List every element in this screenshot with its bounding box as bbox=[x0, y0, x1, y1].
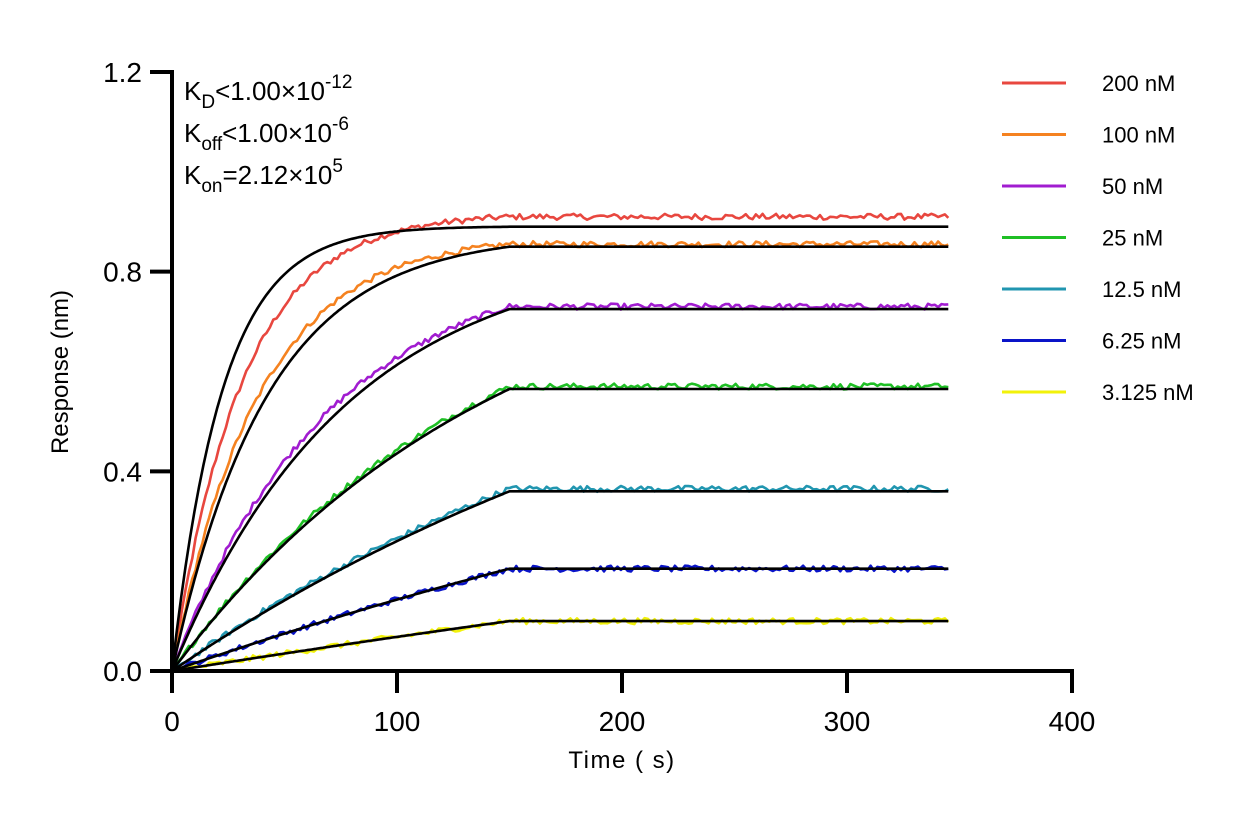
y-tick-label: 1.2 bbox=[103, 57, 142, 88]
x-tick-label: 100 bbox=[374, 706, 421, 737]
series-line-2 bbox=[170, 240, 949, 671]
plot-area bbox=[170, 212, 950, 673]
x-tick-label: 400 bbox=[1049, 706, 1096, 737]
series-line-5 bbox=[171, 484, 949, 672]
y-tick-label: 0.0 bbox=[103, 656, 142, 687]
kinetic-annotation: Koff<1.00×10-6 bbox=[184, 114, 349, 155]
x-tick-label: 200 bbox=[599, 706, 646, 737]
fit-line-3 bbox=[170, 307, 949, 672]
y-axis-title: Response (nm) bbox=[47, 290, 74, 454]
x-tick-label: 0 bbox=[164, 706, 180, 737]
kinetic-annotation: Kon=2.12×105 bbox=[184, 156, 343, 197]
x-axis-title: Time ( s) bbox=[568, 747, 675, 774]
y-tick-label: 0.4 bbox=[103, 456, 142, 487]
y-tick-label: 0.8 bbox=[103, 257, 142, 288]
fit-line-6 bbox=[171, 567, 949, 673]
legend-label: 25 nM bbox=[1102, 226, 1163, 251]
legend-label: 3.125 nM bbox=[1102, 380, 1194, 405]
series-line-7 bbox=[171, 616, 950, 673]
kinetic-annotation: KD<1.00×10-12 bbox=[184, 72, 352, 113]
axes: 0 100 200 300 400 0.0 0.4 0.8 1.2 bbox=[103, 57, 1095, 737]
series-line-1 bbox=[170, 212, 950, 672]
legend-label: 12.5 nM bbox=[1102, 277, 1182, 302]
series-line-4 bbox=[170, 382, 949, 672]
fit-line-1 bbox=[170, 225, 949, 672]
fit-line-4 bbox=[170, 387, 949, 672]
fit-line-5 bbox=[171, 489, 949, 673]
legend-label: 50 nM bbox=[1102, 174, 1163, 199]
legend-label: 100 nM bbox=[1102, 123, 1175, 148]
legend-label: 200 nM bbox=[1102, 71, 1175, 96]
fit-line-7 bbox=[171, 619, 949, 673]
series-line-6 bbox=[171, 564, 949, 672]
fit-line-2 bbox=[170, 245, 949, 672]
legend-label: 6.25 nM bbox=[1102, 329, 1182, 354]
x-tick-label: 300 bbox=[824, 706, 871, 737]
legend: 200 nM 100 nM 50 nM 25 nM 12.5 nM 6.25 nM 3.12… bbox=[1002, 71, 1194, 405]
